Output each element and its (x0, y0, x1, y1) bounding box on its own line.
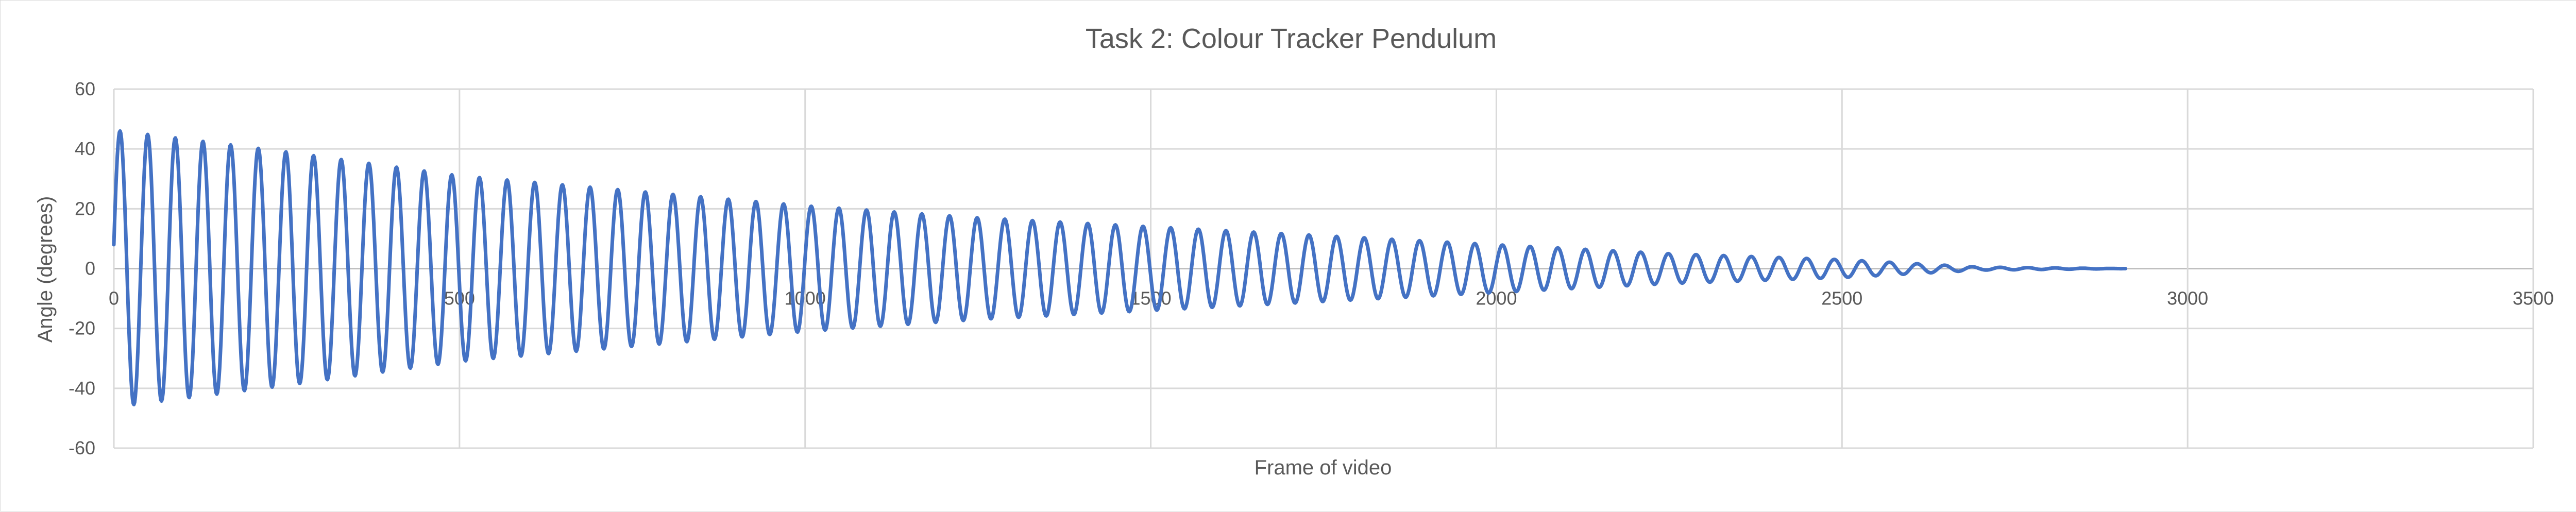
y-tick-label: 60 (75, 78, 95, 99)
y-tick-label: -40 (69, 378, 95, 399)
x-tick-label: 0 (109, 288, 119, 309)
y-tick-label: -20 (69, 318, 95, 339)
y-tick-label: 20 (75, 198, 95, 219)
y-tick-label: 0 (85, 258, 95, 279)
angle-series-line (112, 129, 2127, 406)
y-tick-label: -60 (69, 437, 95, 458)
x-tick-label: 2000 (1476, 288, 1517, 309)
x-tick-label: 3500 (2513, 288, 2554, 309)
x-tick-label: 2500 (1821, 288, 1862, 309)
y-tick-label: 40 (75, 138, 95, 159)
series-layer (112, 129, 2127, 406)
x-tick-label: 3000 (2167, 288, 2208, 309)
x-axis-title: Frame of video (1255, 456, 1392, 479)
chart-title: Task 2: Colour Tracker Pendulum (1086, 23, 1497, 54)
y-axis-title: Angle (degrees) (34, 196, 57, 343)
gridlines (113, 88, 2534, 449)
